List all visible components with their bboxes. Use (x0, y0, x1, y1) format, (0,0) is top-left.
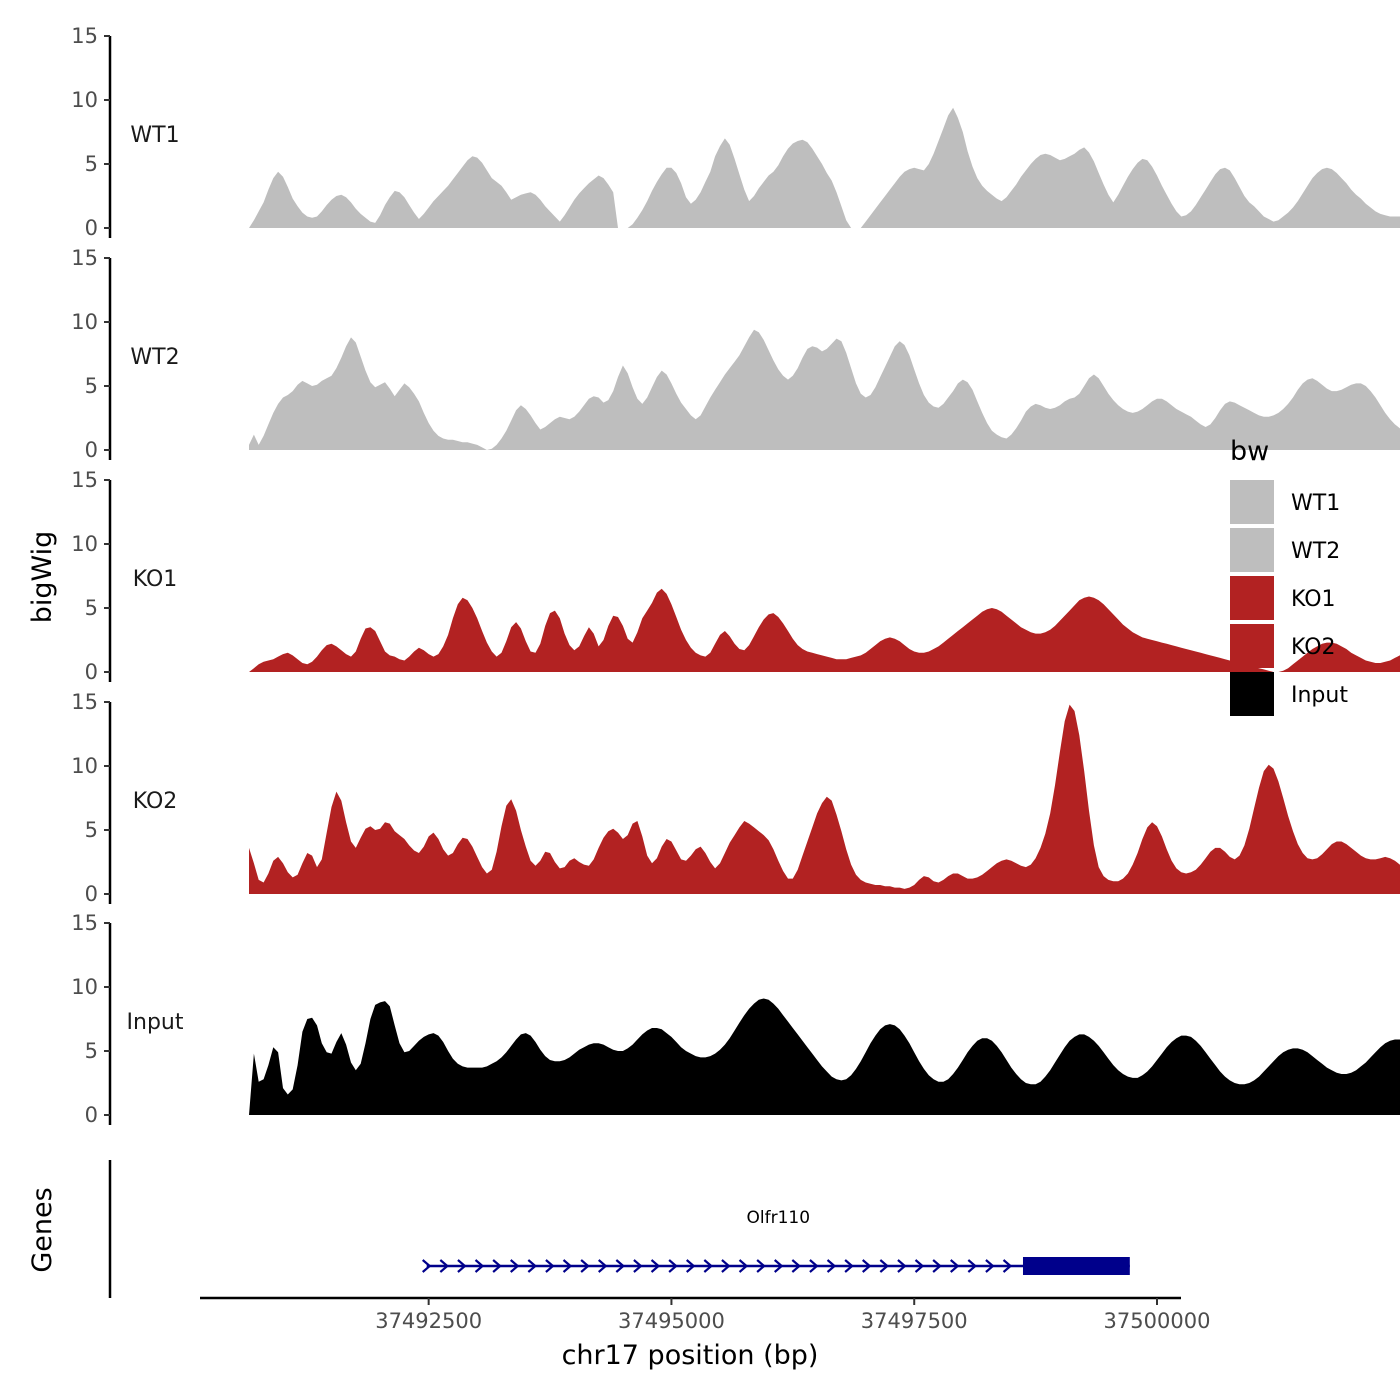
y-tick-label: 0 (85, 1103, 98, 1127)
signal-area-wt2 (249, 329, 1400, 450)
track-label-ko1: KO1 (133, 567, 178, 592)
gene-exon-block (1022, 1257, 1130, 1275)
strand-arrow-icon (668, 1259, 678, 1273)
strand-arrow-icon (457, 1259, 467, 1273)
legend-swatch-wt1 (1230, 480, 1274, 524)
strand-arrow-icon (422, 1259, 432, 1273)
x-tick-label: 37500000 (1104, 1309, 1211, 1333)
strand-arrow-icon (686, 1259, 696, 1273)
signal-area-ko1 (249, 588, 1400, 672)
strand-arrow-icon (474, 1259, 485, 1273)
y-tick-label: 15 (71, 468, 98, 492)
strand-arrow-icon (932, 1259, 942, 1273)
track-label-wt1: WT1 (130, 123, 179, 148)
track-wt2: 0 5 10 15 WT2 (71, 246, 1400, 462)
legend-swatch-input (1230, 672, 1274, 716)
strand-arrow-icon (703, 1259, 714, 1273)
y-tick-label: 15 (71, 246, 98, 270)
strand-arrow-icon (650, 1259, 661, 1273)
strand-arrow-icon (862, 1259, 872, 1273)
strand-arrow-icon (950, 1259, 960, 1273)
y-tick-label: 15 (71, 911, 98, 935)
strand-arrow-icon (756, 1259, 766, 1273)
strand-arrow-icon (492, 1259, 502, 1273)
strand-arrow-icon (439, 1259, 450, 1273)
x-tick-label: 37495000 (618, 1309, 725, 1333)
x-axis-title: chr17 position (bp) (562, 1340, 819, 1371)
strand-arrow-icon (826, 1259, 837, 1273)
gene-name-label: Olfr110 (746, 1208, 810, 1228)
gene-olfr110: Olfr110 (422, 1208, 1130, 1275)
y-tick-label: 0 (85, 216, 98, 240)
legend-swatch-ko1 (1230, 576, 1274, 620)
strand-arrow-icon (527, 1259, 538, 1273)
y-tick-label: 15 (71, 24, 98, 48)
legend-label-input: Input (1291, 683, 1348, 708)
signal-area-ko2 (249, 704, 1400, 894)
y-tick-label: 5 (85, 596, 98, 620)
strand-arrow-icon (562, 1259, 573, 1273)
y-tick-label: 5 (85, 374, 98, 398)
x-tick-label: 37497500 (861, 1309, 968, 1333)
signal-tracks: 0 5 10 15 WT1 0 5 10 15 WT2 0 5 10 15 KO1 0 5 10 15 KO2 0 5 10… (71, 24, 1400, 1127)
track-input: 0 5 10 15 Input (71, 911, 1400, 1127)
track-label-input: Input (127, 1010, 184, 1035)
strand-arrow-icon (510, 1259, 520, 1273)
strand-arrow-icon (967, 1259, 978, 1273)
y-tick-label: 5 (85, 818, 98, 842)
y-tick-label: 10 (71, 975, 98, 999)
legend-title: bw (1230, 436, 1269, 467)
strand-arrow-icon (879, 1259, 890, 1273)
y-axis-title: bigWig (27, 531, 58, 624)
legend-label-wt2: WT2 (1291, 539, 1340, 564)
strand-arrow-icon (914, 1259, 925, 1273)
strand-arrow-icon (598, 1259, 608, 1273)
y-tick-label: 0 (85, 438, 98, 462)
y-tick-label: 5 (85, 1039, 98, 1063)
strand-arrow-icon (791, 1259, 802, 1273)
strand-arrow-icon (844, 1259, 854, 1273)
y-tick-label: 0 (85, 882, 98, 906)
strand-arrow-icon (545, 1259, 555, 1273)
strand-arrow-icon (774, 1259, 784, 1273)
strand-arrow-icon (738, 1259, 749, 1273)
track-label-wt2: WT2 (130, 345, 179, 370)
strand-arrow-icon (1002, 1259, 1013, 1273)
track-ko2: 0 5 10 15 KO2 (71, 690, 1400, 906)
legend-swatch-ko2 (1230, 624, 1274, 668)
y-tick-label: 10 (71, 532, 98, 556)
gene-track-title: Genes (27, 1187, 58, 1272)
signal-area-input (249, 998, 1400, 1115)
gene-track: Olfr110 (108, 1160, 1130, 1298)
y-tick-label: 10 (71, 88, 98, 112)
x-axis: 37492500 37495000 37497500 37500000 (200, 1296, 1211, 1333)
legend-label-ko1: KO1 (1291, 587, 1336, 612)
signal-area-wt1 (249, 107, 1400, 228)
track-wt1: 0 5 10 15 WT1 (71, 24, 1400, 240)
strand-arrow-icon (985, 1259, 995, 1273)
legend-swatch-wt2 (1230, 528, 1274, 572)
strand-arrow-icon (615, 1259, 626, 1273)
track-ko1: 0 5 10 15 KO1 (71, 468, 1400, 684)
strand-arrow-icon (897, 1259, 907, 1273)
track-label-ko2: KO2 (133, 789, 178, 814)
x-tick-label: 37492500 (375, 1309, 482, 1333)
strand-arrow-icon (633, 1259, 643, 1273)
y-tick-label: 5 (85, 152, 98, 176)
legend: bw WT1 WT2 KO1 KO2 Input (1230, 436, 1348, 716)
strand-arrow-icon (721, 1259, 731, 1273)
y-tick-label: 0 (85, 660, 98, 684)
y-tick-label: 10 (71, 310, 98, 334)
y-tick-label: 10 (71, 754, 98, 778)
y-tick-label: 15 (71, 690, 98, 714)
strand-arrow-icon (580, 1259, 590, 1273)
strand-arrow-icon (809, 1259, 819, 1273)
legend-label-ko2: KO2 (1291, 635, 1336, 660)
legend-label-wt1: WT1 (1291, 491, 1340, 516)
